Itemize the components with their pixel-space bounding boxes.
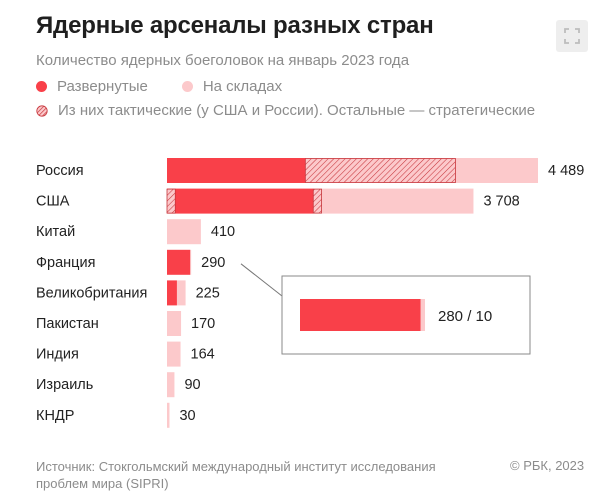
bar-stored-6	[167, 341, 181, 367]
total-label-0: 4 489	[548, 163, 584, 179]
category-label-7: Израиль	[36, 377, 93, 393]
total-label-2: 410	[211, 224, 235, 240]
tactical-range-2	[312, 188, 322, 214]
category-label-1: США	[36, 194, 70, 210]
legend-tactical: Из них тактические (у США и России). Ост…	[36, 102, 569, 119]
bar-deployed-0	[167, 158, 306, 183]
category-label-4: Великобритания	[36, 285, 147, 301]
fullscreen-button[interactable]	[556, 20, 588, 52]
tactical-range-0	[304, 158, 456, 183]
bar-deployed-4	[167, 280, 177, 306]
bar-stored-2	[167, 219, 201, 245]
legend-label-stored: На складах	[202, 78, 283, 95]
bar-deployed-3	[167, 249, 191, 275]
total-label-5: 170	[191, 316, 215, 332]
bar-stored-5	[167, 311, 182, 336]
bar-stored-8	[167, 402, 170, 428]
category-label-5: Пакистан	[36, 316, 99, 332]
legend-swatch-stored	[181, 81, 193, 92]
bar-stored-7	[167, 372, 175, 398]
legend-item-tactical: Из них тактические (у США и России). Ост…	[36, 102, 535, 119]
legend-label-tactical: Из них тактические (у США и России). Ост…	[58, 102, 536, 119]
callout-leader-line	[240, 263, 283, 297]
category-label-8: КНДР	[36, 408, 74, 424]
total-label-6: 164	[191, 347, 215, 363]
total-label-4: 225	[196, 285, 220, 301]
legend-swatch-deployed	[36, 81, 47, 92]
total-label-1: 3 708	[483, 194, 519, 210]
legend-label-deployed: Развернутые	[57, 78, 148, 95]
chart-title: Ядерные арсеналы разных стран	[36, 12, 434, 39]
legend-item-deployed: Развернутые	[36, 78, 148, 95]
callout-bar-deployed	[300, 299, 421, 331]
source-note: Источник: Стокгольмский международный ин…	[36, 459, 436, 491]
category-label-2: Китай	[36, 224, 75, 240]
bar-stored-4	[176, 280, 186, 306]
total-label-8: 30	[179, 408, 195, 424]
callout-label: 280 / 10	[438, 308, 492, 325]
expand-icon	[564, 28, 580, 44]
legend-item-stored: На складах	[181, 78, 283, 95]
legend: Развернутые На складах	[36, 78, 316, 95]
category-label-0: Россия	[36, 163, 84, 179]
tactical-range-1	[166, 188, 176, 214]
category-label-6: Индия	[36, 347, 79, 363]
chart-subtitle: Количество ядерных боеголовок на январь …	[36, 52, 410, 69]
callout-bar-stored	[420, 299, 425, 331]
total-label-7: 90	[184, 377, 200, 393]
total-label-3: 290	[201, 255, 225, 271]
legend-swatch-tactical	[36, 104, 48, 117]
copyright: © РБК, 2023	[510, 458, 585, 473]
bar-stored-1	[313, 188, 474, 214]
bar-deployed-1	[167, 188, 314, 214]
bar-stored-3	[190, 249, 192, 275]
category-label-3: Франция	[36, 255, 95, 271]
